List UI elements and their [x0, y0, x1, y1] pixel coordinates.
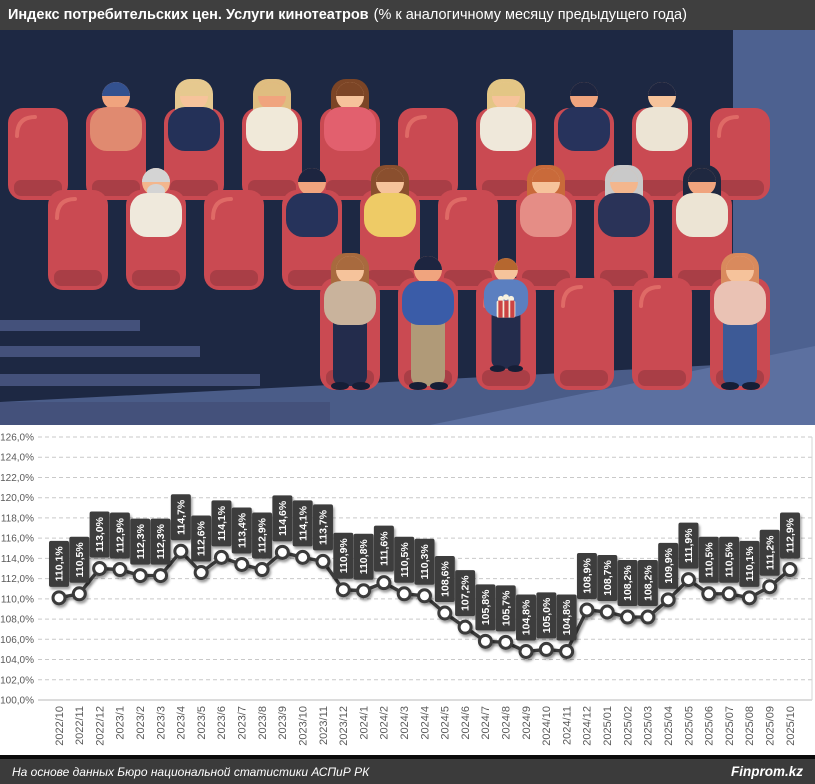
svg-text:104,8%: 104,8%: [561, 599, 573, 635]
svg-text:2023/7: 2023/7: [237, 706, 249, 740]
svg-text:110,5%: 110,5%: [703, 542, 715, 578]
svg-text:2024/2: 2024/2: [379, 706, 391, 740]
svg-text:107,2%: 107,2%: [460, 575, 472, 611]
cinema-audience-art: [0, 30, 815, 425]
svg-text:102,0%: 102,0%: [0, 675, 34, 686]
svg-text:112,3%: 112,3%: [135, 523, 147, 559]
svg-text:110,5%: 110,5%: [399, 542, 411, 578]
svg-text:2024/3: 2024/3: [399, 706, 411, 740]
footer: На основе данных Бюро национальной стати…: [0, 755, 815, 784]
svg-text:105,7%: 105,7%: [500, 590, 512, 626]
svg-text:2022/11: 2022/11: [74, 706, 86, 745]
svg-text:108,2%: 108,2%: [622, 565, 634, 601]
svg-text:110,9%: 110,9%: [338, 538, 350, 574]
svg-text:111,2%: 111,2%: [764, 535, 776, 570]
data-source-note: На основе данных Бюро национальной стати…: [12, 764, 370, 779]
line-chart-canvas: 126,0% 124,0% 122,0% 120,0% 118,0% 116,0% 114,…: [0, 433, 813, 746]
svg-text:110,8%: 110,8%: [358, 539, 370, 575]
svg-text:106,0%: 106,0%: [0, 635, 34, 646]
svg-text:116,0%: 116,0%: [1, 534, 34, 545]
svg-text:114,1%: 114,1%: [297, 505, 309, 541]
svg-text:2023/3: 2023/3: [155, 706, 167, 740]
svg-text:113,7%: 113,7%: [318, 509, 330, 545]
svg-text:120,0%: 120,0%: [0, 493, 34, 504]
svg-text:110,5%: 110,5%: [74, 542, 86, 578]
svg-text:2024/4: 2024/4: [419, 706, 431, 740]
svg-text:2025/07: 2025/07: [724, 706, 736, 746]
svg-text:108,0%: 108,0%: [0, 615, 34, 626]
svg-text:2024/7: 2024/7: [480, 706, 492, 740]
page-title: Индекс потребительских цен. Услуги кинот…: [8, 7, 369, 23]
svg-text:110,3%: 110,3%: [419, 544, 431, 580]
svg-text:2025/06: 2025/06: [704, 706, 716, 746]
svg-text:2024/6: 2024/6: [460, 706, 472, 740]
svg-text:114,1%: 114,1%: [216, 505, 228, 541]
svg-text:108,2%: 108,2%: [642, 565, 654, 601]
brand-logo: Finprom.kz: [730, 764, 803, 779]
svg-text:112,0%: 112,0%: [1, 574, 34, 585]
svg-text:113,0%: 113,0%: [94, 516, 106, 552]
svg-text:2024/8: 2024/8: [501, 706, 513, 740]
svg-text:2025/10: 2025/10: [785, 706, 797, 746]
svg-text:114,0%: 114,0%: [1, 554, 34, 565]
svg-text:2023/11: 2023/11: [318, 706, 330, 745]
cinema-illustration: [0, 30, 815, 425]
svg-text:105,0%: 105,0%: [541, 597, 553, 633]
svg-text:2024/10: 2024/10: [541, 706, 553, 746]
svg-text:2023/8: 2023/8: [257, 706, 269, 740]
svg-text:2023/4: 2023/4: [176, 706, 188, 740]
svg-text:105,8%: 105,8%: [480, 589, 492, 625]
svg-text:108,9%: 108,9%: [582, 558, 594, 594]
svg-text:114,6%: 114,6%: [277, 500, 289, 536]
svg-text:2025/08: 2025/08: [744, 706, 756, 746]
svg-text:122,0%: 122,0%: [0, 473, 34, 484]
svg-text:2023/12: 2023/12: [338, 706, 350, 746]
svg-text:100,0%: 100,0%: [0, 696, 34, 707]
svg-text:2024/5: 2024/5: [440, 706, 452, 740]
svg-text:111,9%: 111,9%: [683, 528, 695, 563]
svg-text:108,6%: 108,6%: [439, 561, 451, 597]
svg-text:124,0%: 124,0%: [0, 453, 34, 464]
svg-text:114,7%: 114,7%: [175, 499, 187, 535]
svg-text:112,3%: 112,3%: [155, 523, 167, 559]
svg-text:112,9%: 112,9%: [785, 517, 797, 553]
svg-text:2025/02: 2025/02: [622, 706, 634, 746]
svg-text:112,9%: 112,9%: [257, 517, 269, 553]
svg-text:2024/1: 2024/1: [358, 706, 370, 740]
svg-text:2023/2: 2023/2: [135, 706, 147, 740]
svg-text:2024/12: 2024/12: [582, 706, 594, 746]
svg-text:118,0%: 118,0%: [1, 513, 34, 524]
svg-text:112,6%: 112,6%: [196, 520, 208, 556]
svg-text:2023/6: 2023/6: [216, 706, 228, 740]
svg-text:112,9%: 112,9%: [115, 517, 127, 553]
svg-text:2023/10: 2023/10: [297, 706, 309, 746]
svg-text:110,5%: 110,5%: [724, 542, 736, 578]
svg-text:2025/03: 2025/03: [643, 706, 655, 746]
svg-text:2025/09: 2025/09: [764, 706, 776, 746]
svg-text:2022/12: 2022/12: [94, 706, 106, 746]
svg-text:110,1%: 110,1%: [54, 546, 66, 582]
svg-text:2023/1: 2023/1: [115, 706, 127, 740]
svg-text:2023/5: 2023/5: [196, 706, 208, 740]
page-subtitle: (% к аналогичному месяцу предыдущего год…: [373, 7, 687, 23]
title-bar: Индекс потребительских цен. Услуги кинот…: [0, 0, 815, 30]
svg-text:113,4%: 113,4%: [236, 512, 248, 548]
svg-text:2023/9: 2023/9: [277, 706, 289, 740]
svg-text:108,7%: 108,7%: [602, 560, 614, 596]
svg-text:111,6%: 111,6%: [378, 531, 390, 566]
svg-text:110,1%: 110,1%: [744, 546, 756, 582]
svg-text:104,8%: 104,8%: [521, 599, 533, 635]
svg-text:109,9%: 109,9%: [663, 547, 675, 583]
svg-text:2025/01: 2025/01: [602, 706, 614, 746]
svg-text:2024/9: 2024/9: [521, 706, 533, 740]
svg-text:110,0%: 110,0%: [1, 594, 34, 605]
svg-text:2025/05: 2025/05: [683, 706, 695, 746]
svg-text:2022/10: 2022/10: [54, 706, 66, 746]
cpi-line-chart: 126,0% 124,0% 122,0% 120,0% 118,0% 116,0% 114,…: [0, 425, 815, 755]
svg-text:2024/11: 2024/11: [561, 706, 573, 745]
svg-text:104,0%: 104,0%: [0, 655, 34, 666]
svg-text:126,0%: 126,0%: [0, 433, 34, 444]
svg-text:2025/04: 2025/04: [663, 706, 675, 746]
